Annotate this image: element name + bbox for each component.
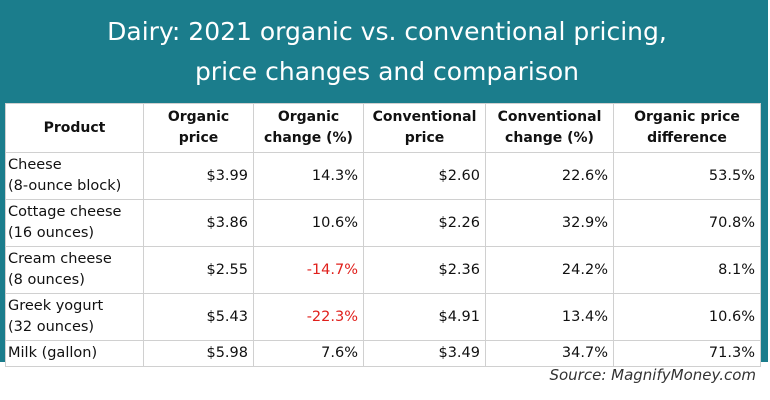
value-cell: 34.7% <box>485 340 614 367</box>
product-cell: Cheese (8-ounce block) <box>5 152 144 200</box>
value-cell: 22.6% <box>485 152 614 200</box>
value-cell: $5.43 <box>143 293 254 341</box>
value-cell: $3.99 <box>143 152 254 200</box>
table-row: Greek yogurt (32 ounces) $5.43 -22.3% $4.91… <box>5 293 761 341</box>
column-header: Conventional price <box>363 103 486 153</box>
column-header: Product <box>5 103 144 153</box>
value-cell: $2.36 <box>363 246 486 294</box>
value-cell: $4.91 <box>363 293 486 341</box>
value-cell: $2.55 <box>143 246 254 294</box>
value-cell: $3.49 <box>363 340 486 367</box>
title: Dairy: 2021 organic vs. conventional pri… <box>107 17 667 86</box>
table-row: Cream cheese (8 ounces) $2.55 -14.7% $2.36 2… <box>5 246 761 294</box>
value-cell: -22.3% <box>253 293 364 341</box>
source: Source: MagnifyMoney.com <box>549 366 756 384</box>
column-header: Conventional change (%) <box>485 103 614 153</box>
product-cell: Cottage cheese (16 ounces) <box>5 199 144 247</box>
pricing-table: Product Organic price Organic change (%) Co… <box>5 103 761 367</box>
value-cell: 71.3% <box>613 340 761 367</box>
table-row: Milk (gallon) $5.98 7.6% $3.49 34.7% 71.3% <box>5 340 761 367</box>
header-row: Product Organic price Organic change (%) Co… <box>5 103 761 153</box>
value-cell: 8.1% <box>613 246 761 294</box>
value-cell: $5.98 <box>143 340 254 367</box>
value-cell: -14.7% <box>253 246 364 294</box>
value-cell: 7.6% <box>253 340 364 367</box>
value-cell: 32.9% <box>485 199 614 247</box>
value-cell: 53.5% <box>613 152 761 200</box>
value-cell: 10.6% <box>613 293 761 341</box>
column-header: Organic price difference <box>613 103 761 153</box>
table-row: Cottage cheese (16 ounces) $3.86 10.6% $2.2… <box>5 199 761 247</box>
value-cell: 24.2% <box>485 246 614 294</box>
column-header: Organic price <box>143 103 254 153</box>
column-header: Organic change (%) <box>253 103 364 153</box>
value-cell: 13.4% <box>485 293 614 341</box>
product-cell: Milk (gallon) <box>5 340 144 367</box>
value-cell: 10.6% <box>253 199 364 247</box>
product-cell: Cream cheese (8 ounces) <box>5 246 144 294</box>
table-row: Cheese (8-ounce block) $3.99 14.3% $2.60 22.… <box>5 152 761 200</box>
value-cell: 14.3% <box>253 152 364 200</box>
value-cell: $3.86 <box>143 199 254 247</box>
value-cell: $2.60 <box>363 152 486 200</box>
value-cell: $2.26 <box>363 199 486 247</box>
product-cell: Greek yogurt (32 ounces) <box>5 293 144 341</box>
value-cell: 70.8% <box>613 199 761 247</box>
